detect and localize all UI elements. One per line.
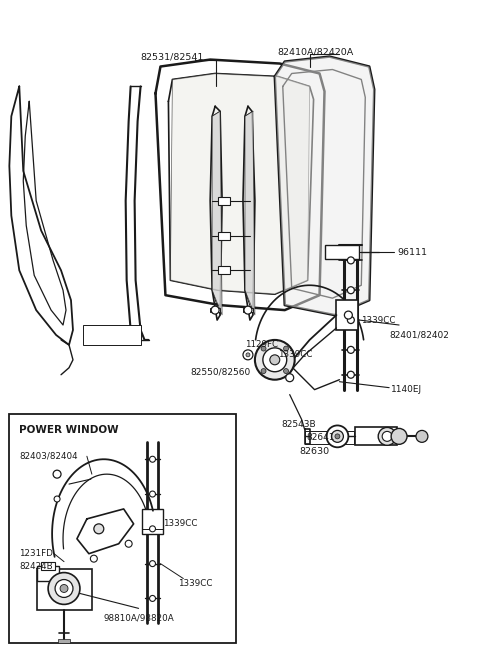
Polygon shape [245, 111, 255, 315]
Text: 82630: 82630 [300, 447, 330, 456]
Circle shape [284, 369, 288, 374]
Bar [218, 266, 230, 275]
Circle shape [348, 371, 354, 378]
Circle shape [54, 496, 60, 502]
Bar [37, 568, 92, 610]
Text: 82543B: 82543B [282, 420, 316, 429]
Circle shape [335, 434, 340, 439]
Text: 1129FC: 1129FC [245, 340, 278, 350]
Bar [9, 415, 236, 643]
Circle shape [344, 311, 352, 319]
Circle shape [326, 426, 348, 447]
Text: 82424B: 82424B [19, 562, 53, 571]
Circle shape [261, 346, 266, 351]
Circle shape [332, 430, 343, 442]
Circle shape [348, 317, 354, 323]
Text: 1339CC: 1339CC [278, 350, 312, 359]
Circle shape [270, 355, 280, 365]
Text: 98810A/98820A: 98810A/98820A [104, 614, 175, 623]
Text: 82641: 82641 [307, 433, 335, 442]
Circle shape [53, 470, 61, 478]
Circle shape [60, 585, 68, 593]
Bar [37, 566, 59, 581]
Circle shape [48, 573, 80, 604]
Bar [218, 196, 230, 205]
Circle shape [263, 348, 287, 372]
Text: 82550/82560: 82550/82560 [190, 367, 251, 376]
Circle shape [150, 526, 156, 532]
Text: 1339CC: 1339CC [179, 579, 213, 588]
Polygon shape [170, 74, 310, 294]
Text: 82401/82402: 82401/82402 [389, 330, 449, 340]
Circle shape [378, 428, 396, 445]
Bar [41, 562, 55, 570]
Circle shape [416, 430, 428, 442]
Bar [83, 325, 141, 345]
Text: 96111: 96111 [397, 248, 427, 257]
Bar [58, 639, 70, 643]
Text: 82410A/82420A: 82410A/82420A [278, 47, 354, 56]
Text: 1339CC: 1339CC [361, 315, 396, 325]
Bar [324, 246, 360, 260]
Circle shape [261, 369, 266, 374]
Text: 82532A: 82532A [86, 330, 120, 340]
Circle shape [348, 257, 354, 264]
Bar [142, 509, 164, 533]
Bar [336, 300, 358, 330]
Text: 1339CC: 1339CC [164, 520, 198, 528]
Bar [218, 231, 230, 240]
Circle shape [150, 491, 156, 497]
Polygon shape [275, 57, 374, 315]
Circle shape [211, 306, 219, 314]
Circle shape [246, 353, 250, 357]
Circle shape [255, 340, 295, 380]
Circle shape [286, 374, 294, 382]
Text: POWER WINDOW: POWER WINDOW [19, 425, 119, 436]
Circle shape [284, 346, 288, 351]
Circle shape [150, 560, 156, 566]
Circle shape [244, 306, 252, 314]
Bar [210, 308, 220, 312]
Text: 82403/82404: 82403/82404 [19, 452, 78, 461]
Circle shape [90, 555, 97, 562]
Circle shape [125, 540, 132, 547]
Text: 1140EJ: 1140EJ [391, 385, 422, 394]
Text: 1231FD: 1231FD [19, 549, 53, 558]
Polygon shape [212, 111, 222, 315]
Text: 82531/82541: 82531/82541 [141, 52, 204, 61]
Circle shape [150, 456, 156, 463]
Circle shape [150, 595, 156, 601]
Circle shape [382, 432, 392, 442]
Bar [305, 432, 354, 444]
Bar [355, 428, 397, 445]
Circle shape [243, 350, 253, 360]
Circle shape [391, 428, 407, 444]
Bar [243, 308, 253, 312]
Circle shape [55, 579, 73, 597]
Circle shape [348, 346, 354, 353]
Circle shape [348, 286, 354, 294]
Circle shape [94, 524, 104, 533]
